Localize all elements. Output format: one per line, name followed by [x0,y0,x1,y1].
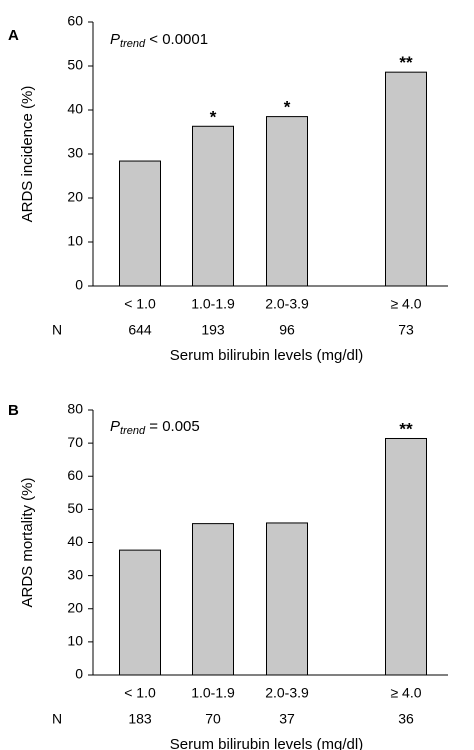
significance-marker: ** [399,53,413,72]
y-tick-label: 60 [67,467,83,483]
x-tick-label: 2.0-3.9 [265,685,309,701]
y-tick-label: 80 [67,401,83,417]
y-tick-label: 50 [67,500,83,516]
p-trend-annotation: Ptrend = 0.005 [110,418,200,437]
significance-marker: * [210,107,217,126]
bar [266,116,308,287]
x-axis-label: Serum bilirubin levels (mg/dl) [170,347,363,364]
bar [385,71,427,287]
significance-marker: ** [399,419,413,438]
p-trend-value: < 0.0001 [145,31,208,48]
p-trend-p: P [110,418,120,435]
p-trend-value: = 0.005 [145,418,200,435]
n-value: 36 [398,711,414,727]
y-tick-label: 10 [67,233,83,249]
bar [119,549,161,676]
x-tick-label: 1.0-1.9 [191,296,235,312]
bar [119,160,161,287]
p-trend-subscript: trend [120,425,146,437]
x-tick-label: < 1.0 [124,296,156,312]
y-tick-label: 60 [67,13,83,29]
x-tick-label: ≥ 4.0 [390,296,421,312]
y-tick-label: 10 [67,633,83,649]
bar [192,523,234,676]
panel-label: B [8,402,19,419]
bar [385,437,427,676]
p-trend-subscript: trend [120,38,146,50]
y-tick-label: 50 [67,57,83,73]
bar [192,125,234,287]
n-value: 73 [398,322,414,338]
y-tick-label: 20 [67,599,83,615]
n-label: N [52,711,62,727]
x-axis-label: Serum bilirubin levels (mg/dl) [170,736,363,750]
y-tick-label: 20 [67,189,83,205]
n-value: 193 [201,322,225,338]
x-tick-label: 2.0-3.9 [265,296,309,312]
bar [266,522,308,676]
y-tick-label: 0 [75,666,83,682]
p-trend-p: P [110,31,120,48]
chart-panel-b: B 0 10 20 30 40 50 60 70 80 ARDS mortality (%) < 1.… [8,401,448,750]
x-tick-label: ≥ 4.0 [390,685,421,701]
y-tick-label: 40 [67,533,83,549]
panel-label: A [8,27,19,44]
n-value: 96 [279,322,295,338]
chart-panel-a: A 0 10 20 30 40 50 60 ARDS incidence (%) < 1.0 644… [8,13,448,364]
y-tick-label: 0 [75,277,83,293]
y-tick-label: 30 [67,566,83,582]
x-tick-label: 1.0-1.9 [191,685,235,701]
y-tick-label: 70 [67,434,83,450]
y-axis-label: ARDS incidence (%) [19,86,36,223]
n-label: N [52,322,62,338]
p-trend-annotation: Ptrend < 0.0001 [110,31,208,50]
n-value: 644 [128,322,152,338]
significance-marker: * [284,98,291,117]
y-tick-label: 30 [67,145,83,161]
n-value: 183 [128,711,152,727]
x-tick-label: < 1.0 [124,685,156,701]
y-axis-label: ARDS mortality (%) [19,477,36,607]
n-value: 37 [279,711,295,727]
n-value: 70 [205,711,221,727]
y-tick-label: 40 [67,101,83,117]
